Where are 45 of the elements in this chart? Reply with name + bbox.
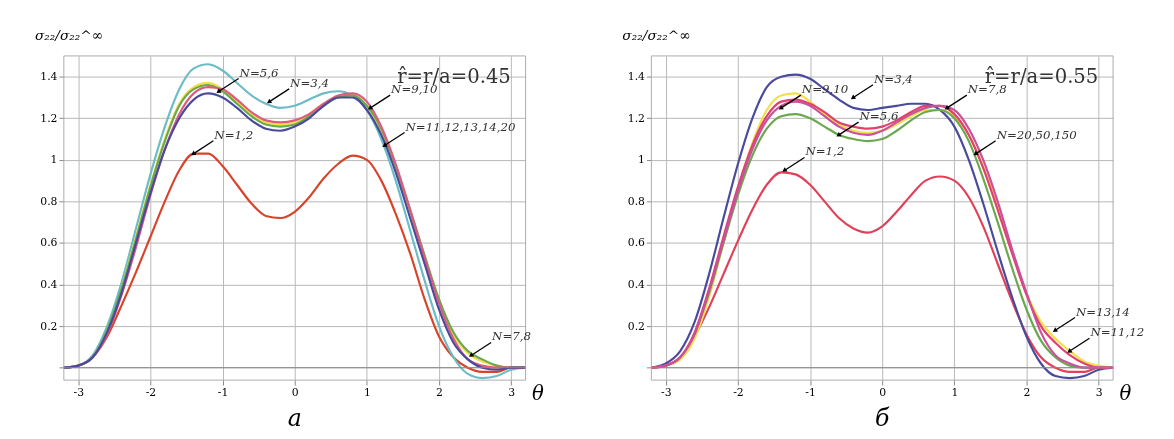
y-tick-label: 1 — [638, 153, 645, 167]
x-tick-label: 3 — [1095, 386, 1103, 400]
y-tick-label: 1.2 — [40, 111, 58, 125]
y-tick-label: 1.4 — [40, 70, 58, 84]
y-tick-label: 0.8 — [40, 194, 58, 208]
x-tick-label: 1 — [363, 386, 371, 400]
x-tick-label: -1 — [217, 386, 229, 400]
y-tick-label: 0.2 — [627, 319, 645, 333]
x-tick-label: 3 — [508, 386, 516, 400]
annotation: N=11,12 — [1089, 325, 1145, 340]
x-tick-label: 2 — [436, 386, 443, 400]
y-tick-label: 0.2 — [40, 319, 58, 333]
x-tick-label: 1 — [951, 386, 959, 400]
annotation: N=1,2 — [213, 127, 254, 142]
y-tick-label: 1.4 — [627, 70, 646, 84]
x-tick-label: -1 — [805, 386, 816, 400]
annotation: N=5,6 — [858, 109, 899, 124]
y-axis-title: σ₂₂/σ₂₂^∞ — [34, 26, 104, 43]
annotation: N=1,2 — [804, 144, 845, 159]
x-tick-label: -2 — [733, 386, 744, 400]
annotation: N=3,4 — [289, 75, 329, 90]
annotation: N=7,8 — [491, 329, 532, 344]
x-tick-label: -2 — [145, 386, 157, 400]
y-axis-title: σ₂₂/σ₂₂^∞ — [622, 26, 691, 43]
text: а — [287, 404, 302, 433]
x-tick-label: -3 — [73, 386, 85, 400]
y-tick-label: 0.4 — [40, 277, 58, 291]
y-tick-label: 1 — [50, 153, 58, 167]
x-axis-title: θ — [1119, 382, 1132, 406]
y-tick-label: 0.8 — [627, 194, 646, 208]
y-tick-label: 0.6 — [40, 236, 58, 250]
x-tick-label: 0 — [291, 386, 299, 400]
annotation: N=5,6 — [238, 65, 279, 80]
y-tick-label: 0.6 — [627, 236, 646, 250]
x-tick-label: 2 — [1023, 386, 1031, 400]
y-tick-label: 0.4 — [627, 277, 646, 291]
y-tick-label: 1.2 — [627, 111, 645, 125]
text: б — [875, 404, 891, 433]
x-tick-label: -3 — [661, 386, 672, 400]
annotation: N=20,50,150 — [995, 127, 1078, 142]
annotation: N=11,12,13,14,20 — [404, 119, 517, 134]
x-axis-title: θ — [531, 382, 544, 406]
x-tick-label: 0 — [879, 386, 887, 400]
annotation: N=3,4 — [872, 71, 913, 86]
annotation: N=13,14 — [1075, 304, 1130, 319]
